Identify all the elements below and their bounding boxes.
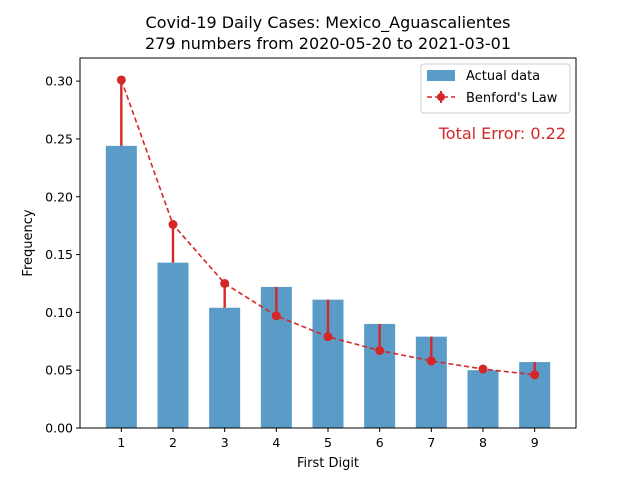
y-tick-label: 0.30 [45, 74, 73, 89]
bar-digit-3 [209, 307, 241, 428]
legend-box [420, 63, 571, 114]
benford-point-digit-8 [478, 364, 488, 374]
chart-subtitle: 279 numbers from 2020-05-20 to 2021-03-0… [145, 34, 511, 53]
benford-point-digit-6 [375, 346, 385, 356]
y-tick-label: 0.15 [45, 247, 73, 262]
y-tick-label: 0.25 [45, 131, 73, 146]
total-error-annotation: Total Error: 0.22 [438, 124, 566, 143]
x-axis: 1 2 3 4 5 6 7 8 9 [117, 428, 539, 450]
legend-benford-marker [437, 93, 445, 101]
bar-digit-8 [467, 370, 499, 428]
legend: Actual data Benford's Law [420, 63, 571, 114]
legend-bar-swatch [427, 70, 455, 81]
bar-digit-1 [105, 145, 137, 428]
x-tick-label: 8 [479, 435, 487, 450]
benford-point-digit-5 [323, 332, 333, 342]
benford-point-digit-9 [530, 370, 540, 380]
y-tick-label: 0.20 [45, 189, 73, 204]
benford-point-digit-2 [168, 220, 178, 229]
benford-point-digit-1 [116, 75, 126, 85]
legend-benford-label: Benford's Law [466, 91, 558, 106]
x-tick-label: 9 [531, 435, 539, 450]
x-tick-label: 4 [272, 435, 280, 450]
x-tick-label: 6 [376, 435, 384, 450]
benford-point-digit-3 [220, 278, 230, 288]
benford-group [116, 75, 540, 380]
legend-actual-label: Actual data [466, 69, 540, 84]
chart-title: Covid-19 Daily Cases: Mexico_Aguascalien… [146, 13, 511, 33]
x-tick-label: 1 [117, 435, 125, 450]
y-tick-label: 0.10 [45, 305, 73, 320]
benford-point-digit-7 [426, 356, 436, 366]
x-tick-label: 5 [324, 435, 332, 450]
x-axis-label: First Digit [297, 456, 359, 471]
benford-point-digit-4 [271, 311, 281, 321]
x-tick-label: 3 [221, 435, 229, 450]
y-axis: 0.00 0.05 0.10 0.15 0.20 0.25 0.30 [45, 74, 80, 436]
bar-group [105, 145, 551, 428]
y-tick-label: 0.05 [45, 363, 73, 378]
bar-digit-2 [157, 262, 189, 428]
x-tick-label: 7 [427, 435, 435, 450]
y-tick-label: 0.00 [45, 421, 73, 436]
y-axis-label: Frequency [21, 209, 36, 276]
x-tick-label: 2 [169, 435, 177, 450]
